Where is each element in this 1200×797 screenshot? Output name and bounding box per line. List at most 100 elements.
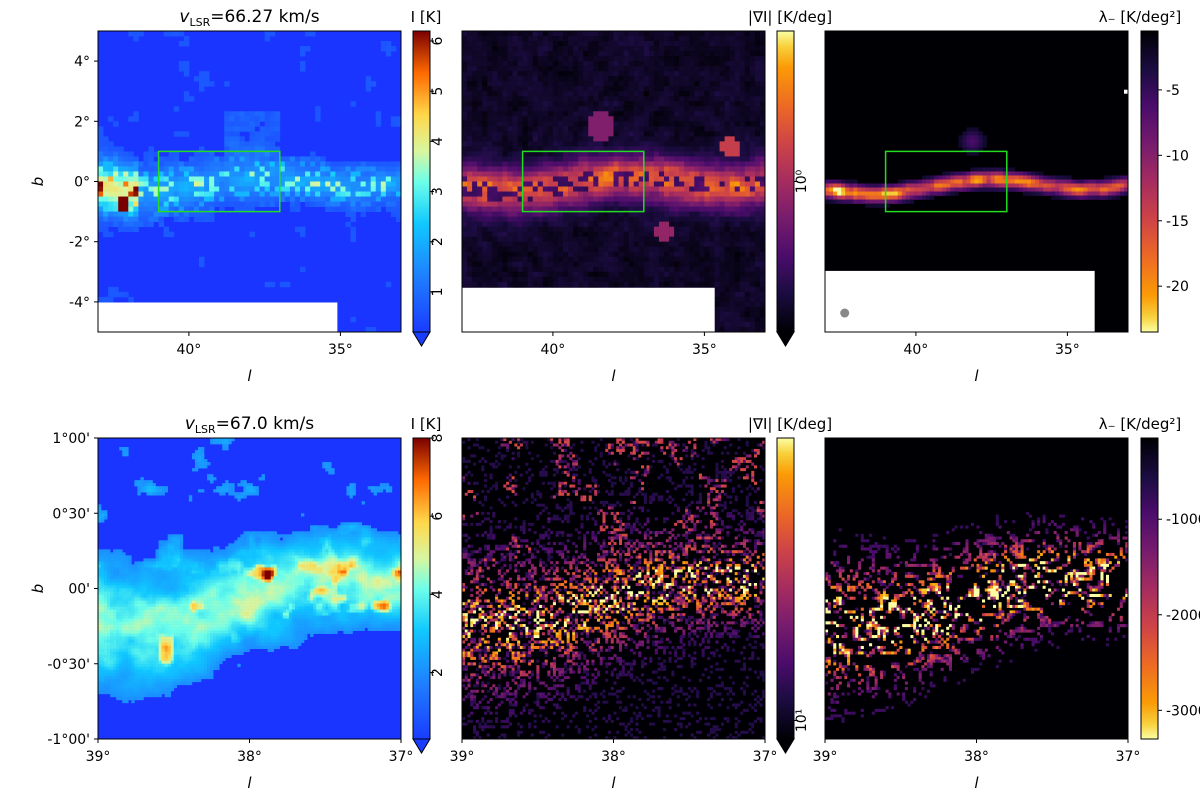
- axes-frame: [461, 30, 766, 333]
- colorbar: -1000 -2000 -3000 λ₋ [K/deg²]: [1099, 415, 1200, 740]
- colorbar-tick-label: 4: [430, 590, 446, 599]
- y-tick-label: 0°: [74, 175, 90, 191]
- zoom-region-box: [884, 150, 1008, 213]
- colorbar-gradient: [412, 437, 431, 740]
- x-axis-label: l: [974, 367, 979, 385]
- x-tick-label: 38°: [964, 749, 989, 765]
- colorbar-tick-label: -15: [1166, 214, 1189, 230]
- panel-title: vLSR=67.0 km/s: [185, 414, 314, 436]
- y-tick-label: 1°00': [52, 431, 90, 447]
- title-subscript: LSR: [195, 423, 216, 436]
- colorbar-label: |∇I| [K/deg]: [748, 415, 832, 433]
- masked-region: [98, 302, 338, 332]
- title-symbol: v: [179, 7, 190, 27]
- y-tick-label: -2°: [69, 235, 90, 251]
- panel-title: vLSR=66.27 km/s: [179, 7, 319, 29]
- colorbar-tick-label: 8: [430, 434, 446, 443]
- panel-top-middle: 40° 35° l 10⁰ |∇I| [K/deg]: [461, 8, 832, 385]
- x-axis-label: l: [974, 774, 979, 792]
- colorbar-tick-label: 4: [430, 137, 446, 146]
- x-tick-label: 40°: [540, 342, 565, 358]
- x-axis-label: l: [611, 774, 616, 792]
- x-tick-label: 39°: [86, 749, 111, 765]
- heatmap-image: [98, 31, 401, 332]
- colorbar-tick-label: -10: [1166, 148, 1189, 164]
- colorbar-label: λ₋ [K/deg²]: [1099, 415, 1181, 433]
- colorbar-tick-label: 5: [430, 87, 446, 96]
- colorbar-extend-arrow: [776, 738, 795, 754]
- x-tick-label: 37°: [1116, 749, 1141, 765]
- heatmap-image: [825, 438, 1128, 739]
- masked-pixel: [1124, 89, 1128, 94]
- x-axis-label: l: [611, 367, 616, 385]
- x-tick-label: 38°: [601, 749, 626, 765]
- colorbar-tick-label: 6: [430, 512, 446, 521]
- colorbar-tick-label: 2: [430, 668, 446, 677]
- panel-top-left: 40° 35° l 4° 2° 0° -2° -4° b vLSR=66.27 km/s 1 2 3 4 5…: [29, 7, 446, 385]
- colorbar-gradient: [1140, 437, 1159, 740]
- axes-frame: [824, 30, 1129, 333]
- colorbar-extend-arrow: [776, 331, 795, 347]
- colorbar-label: I [K]: [411, 415, 442, 433]
- colorbar-gradient: [1140, 30, 1159, 333]
- colorbar-label: I [K]: [411, 8, 442, 26]
- x-tick-label: 35°: [692, 342, 717, 358]
- x-tick-label: 39°: [450, 749, 475, 765]
- title-value: =66.27 km/s: [210, 7, 319, 27]
- x-tick-label: 40°: [176, 342, 201, 358]
- colorbar-tick-label: 1: [430, 287, 446, 296]
- colorbar-label: λ₋ [K/deg²]: [1099, 8, 1181, 26]
- colorbar-gradient: [776, 437, 795, 740]
- x-tick-label: 38°: [237, 749, 262, 765]
- heatmap-image: [462, 31, 765, 332]
- heatmap-image: [825, 31, 1128, 332]
- y-tick-label: -0°30': [47, 657, 90, 673]
- x-axis-label: l: [247, 367, 252, 385]
- colorbar-tick-label: -1000: [1166, 512, 1200, 528]
- colorbar-tick-label: 3: [430, 187, 446, 196]
- colorbar-gradient: [776, 30, 795, 333]
- colorbar: 2 4 6 8I [K]: [411, 415, 446, 754]
- x-tick-label: 37°: [389, 749, 414, 765]
- colorbar-gradient: [412, 30, 431, 333]
- colorbar-label: |∇I| [K/deg]: [748, 8, 832, 26]
- heatmap-image: [98, 438, 401, 739]
- beam-marker: [840, 308, 850, 318]
- title-value: =67.0 km/s: [216, 414, 315, 434]
- y-axis-label: b: [29, 584, 47, 594]
- x-axis-label: l: [247, 774, 252, 792]
- panel-bottom-left: 39° 38° 37° l 1°00' 0°30' 00' -0°30' -1°00' b vLSR…: [29, 414, 446, 792]
- y-tick-label: -1°00': [47, 732, 90, 748]
- colorbar-tick-label: 10⁰: [794, 169, 810, 193]
- colorbar-tick-label: 2: [430, 237, 446, 246]
- colorbar-tick-label: -20: [1166, 279, 1189, 295]
- x-tick-label: 35°: [328, 342, 353, 358]
- colorbar-extend-arrow: [412, 331, 431, 347]
- panel-top-right: 40° 35° l -5 -10 -15 -20 λ₋ [K/deg²]: [824, 8, 1189, 385]
- y-tick-label: 0°30': [52, 506, 90, 522]
- colorbar: 1 2 3 4 5 6 I [K]: [411, 8, 446, 347]
- x-tick-label: 39°: [813, 749, 838, 765]
- masked-region: [462, 287, 715, 332]
- colorbar-tick-label: 6: [430, 36, 446, 45]
- heatmap-image: [462, 438, 765, 739]
- x-tick-label: 37°: [753, 749, 778, 765]
- colorbar-tick-label: 10¹: [794, 709, 810, 732]
- y-tick-label: 00': [68, 582, 90, 598]
- colorbar: -5 -10 -15 -20 λ₋ [K/deg²]: [1099, 8, 1189, 333]
- zoom-region-box: [157, 150, 281, 213]
- colorbar: 10⁰ |∇I| [K/deg]: [748, 8, 832, 347]
- title-symbol: v: [185, 414, 196, 434]
- masked-region: [825, 270, 1095, 332]
- y-tick-label: 2°: [74, 114, 90, 130]
- y-axis-label: b: [29, 177, 47, 187]
- title-subscript: LSR: [189, 16, 210, 29]
- colorbar-tick-label: -2000: [1166, 608, 1200, 624]
- panel-bottom-middle: 39° 38° 37° l 10¹ |∇I| [K/deg]: [450, 415, 833, 792]
- x-tick-label: 40°: [903, 342, 928, 358]
- y-tick-label: 4°: [74, 54, 90, 70]
- colorbar: 10¹ |∇I| [K/deg]: [748, 415, 832, 754]
- colorbar-tick-label: -3000: [1166, 703, 1200, 719]
- zoom-region-box: [521, 150, 645, 213]
